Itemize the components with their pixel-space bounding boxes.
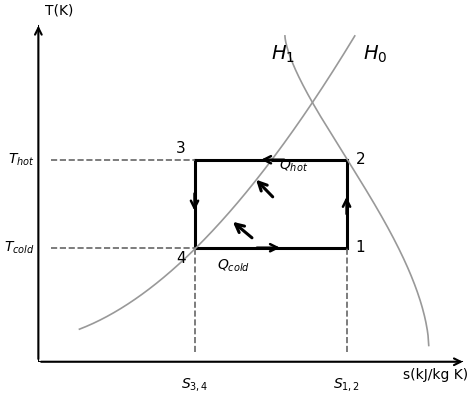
Text: 3: 3 — [176, 141, 185, 156]
Text: 4: 4 — [176, 251, 185, 266]
Text: $H_0$: $H_0$ — [363, 44, 388, 65]
Text: $T_{hot}$: $T_{hot}$ — [8, 152, 34, 168]
Text: $Q_{cold}$: $Q_{cold}$ — [217, 257, 250, 274]
Text: $H_1$: $H_1$ — [271, 44, 295, 65]
Text: T(K): T(K) — [45, 4, 73, 18]
Text: $S_{3,4}$: $S_{3,4}$ — [181, 377, 208, 394]
Text: $T_{cold}$: $T_{cold}$ — [4, 240, 34, 256]
Text: 1: 1 — [356, 240, 365, 255]
Text: 2: 2 — [356, 152, 365, 167]
Text: s(kJ/kg K): s(kJ/kg K) — [402, 368, 468, 382]
Text: $Q_{hot}$: $Q_{hot}$ — [279, 158, 308, 174]
Text: $S_{1,2}$: $S_{1,2}$ — [333, 377, 360, 394]
